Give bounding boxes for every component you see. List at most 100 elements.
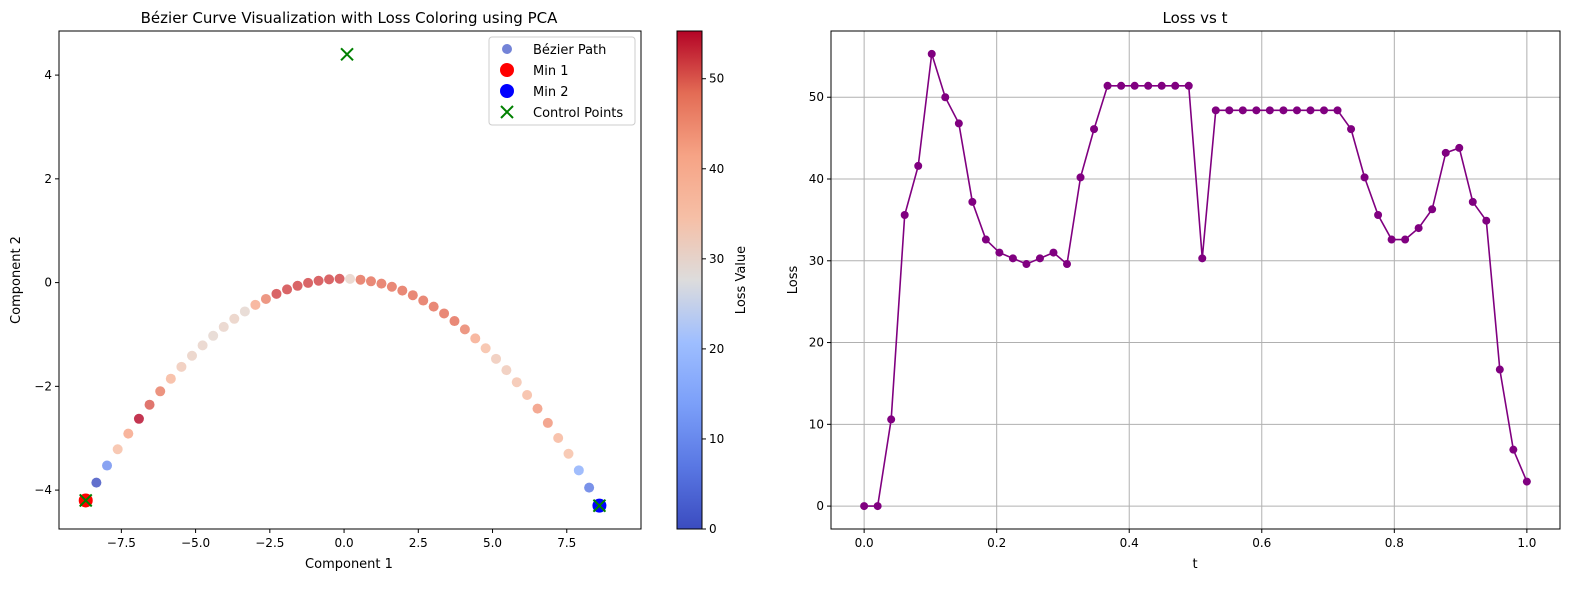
bezier-path-point — [449, 316, 460, 327]
line-y-tick-label: 40 — [809, 172, 824, 186]
bezier-path-point — [553, 432, 564, 443]
scatter-legend: Bézier Path Min 1 Min 2 Control Points — [488, 36, 636, 126]
line-panel: Loss vs t 0.0 0.2 0.4 0.6 0.8 1.0 0 10 20 30 40 50… — [786, 9, 1561, 572]
loss-point — [968, 197, 977, 206]
loss-point — [927, 49, 936, 58]
line-x-tick-label: 0.8 — [1385, 536, 1404, 550]
line-y-tick-label: 20 — [809, 336, 824, 350]
loss-point — [1035, 254, 1044, 263]
scatter-x-tick-label: −7.5 — [107, 536, 136, 550]
loss-point — [860, 502, 869, 511]
colorbar-tick-label: 40 — [709, 162, 724, 176]
loss-point — [1049, 248, 1058, 257]
loss-point — [1441, 148, 1450, 157]
loss-point — [887, 415, 896, 424]
loss-point — [1198, 254, 1207, 263]
loss-point — [995, 248, 1004, 257]
line-y-tick-label: 0 — [816, 499, 824, 513]
scatter-y-tick-label: −4 — [34, 483, 52, 497]
colorbar-gradient — [676, 30, 703, 530]
bezier-path-point — [491, 353, 502, 364]
colorbar-tick-label: 20 — [709, 342, 724, 356]
colorbar-tick-label: 50 — [709, 72, 724, 86]
line-y-ticks: 0 10 20 30 40 50 — [809, 90, 831, 513]
control-point-marker — [592, 498, 607, 513]
bezier-path-point — [239, 306, 250, 317]
line-title: Loss vs t — [1162, 9, 1227, 27]
loss-point — [1117, 81, 1126, 90]
bezier-path-point — [563, 448, 574, 459]
bezier-path-point — [542, 417, 553, 428]
loss-point — [1225, 106, 1234, 115]
legend-bezier-path-label: Bézier Path — [533, 43, 606, 58]
colorbar-tick-label: 10 — [709, 432, 724, 446]
bezier-path-point — [334, 273, 345, 284]
bezier-path-point — [459, 324, 470, 335]
legend-min1-label: Min 1 — [533, 64, 568, 79]
bezier-path-point — [282, 284, 293, 295]
bezier-path-point — [123, 428, 134, 439]
loss-point — [1347, 125, 1356, 134]
bezier-path-point — [112, 444, 123, 455]
line-x-tick-label: 0.4 — [1120, 536, 1139, 550]
bezier-path-point — [197, 340, 208, 351]
loss-point — [1495, 365, 1504, 374]
bezier-path-point — [418, 295, 429, 306]
line-x-tick-label: 0.6 — [1252, 536, 1271, 550]
loss-point — [1414, 224, 1423, 233]
loss-point — [1468, 197, 1477, 206]
line-x-axis-label: t — [1192, 557, 1197, 572]
loss-point — [1171, 81, 1180, 90]
loss-point — [1103, 81, 1112, 90]
legend-min2-label: Min 2 — [533, 85, 568, 100]
loss-point — [1428, 205, 1437, 214]
bezier-path-point — [133, 413, 144, 424]
bezier-path-point — [187, 350, 198, 361]
scatter-marks — [78, 47, 607, 513]
bezier-path-point — [155, 386, 166, 397]
line-y-tick-label: 50 — [809, 90, 824, 104]
bezier-path-point — [511, 377, 522, 388]
loss-point — [1022, 260, 1031, 269]
loss-point — [1130, 81, 1139, 90]
loss-point — [1076, 173, 1085, 182]
line-x-tick-label: 1.0 — [1517, 536, 1536, 550]
line-x-tick-label: 0.0 — [855, 536, 874, 550]
line-x-ticks: 0.0 0.2 0.4 0.6 0.8 1.0 — [855, 529, 1536, 550]
scatter-x-tick-label: 0.0 — [335, 536, 354, 550]
loss-point — [1333, 106, 1342, 115]
bezier-path-point — [313, 275, 324, 286]
loss-point — [1374, 210, 1383, 219]
loss-point — [873, 502, 882, 511]
scatter-y-tick-label: 4 — [44, 68, 52, 82]
bezier-path-point — [165, 373, 176, 384]
loss-point — [1482, 216, 1491, 225]
bezier-path-point — [345, 273, 356, 284]
bezier-path-point — [365, 276, 376, 287]
legend-box — [488, 36, 636, 126]
loss-point — [1509, 445, 1518, 454]
scatter-x-ticks: −7.5 −5.0 −2.5 0.0 2.5 5.0 7.5 — [107, 529, 576, 550]
line-y-axis-label: Loss — [786, 266, 801, 295]
line-marks — [860, 49, 1531, 511]
colorbar-label: Loss Value — [734, 246, 749, 314]
loss-point — [1238, 106, 1247, 115]
loss-point — [1292, 106, 1301, 115]
control-point-marker — [340, 47, 354, 62]
loss-point — [914, 161, 923, 170]
bezier-path-point — [355, 274, 366, 285]
bezier-path-point — [397, 285, 408, 296]
loss-point — [1211, 106, 1220, 115]
loss-point — [1306, 106, 1315, 115]
bezier-path-point — [144, 399, 155, 410]
loss-point — [1144, 81, 1153, 90]
legend-min1-marker — [500, 63, 514, 77]
line-grid — [831, 31, 1560, 529]
loss-point — [1279, 106, 1288, 115]
bezier-path-point — [573, 465, 584, 476]
scatter-title: Bézier Curve Visualization with Loss Col… — [141, 9, 558, 27]
scatter-plot-frame — [58, 30, 642, 530]
legend-bezier-path-marker — [502, 44, 512, 54]
colorbar: 0 10 20 30 40 50 Loss Value — [676, 30, 749, 536]
bezier-path-point — [250, 299, 261, 310]
